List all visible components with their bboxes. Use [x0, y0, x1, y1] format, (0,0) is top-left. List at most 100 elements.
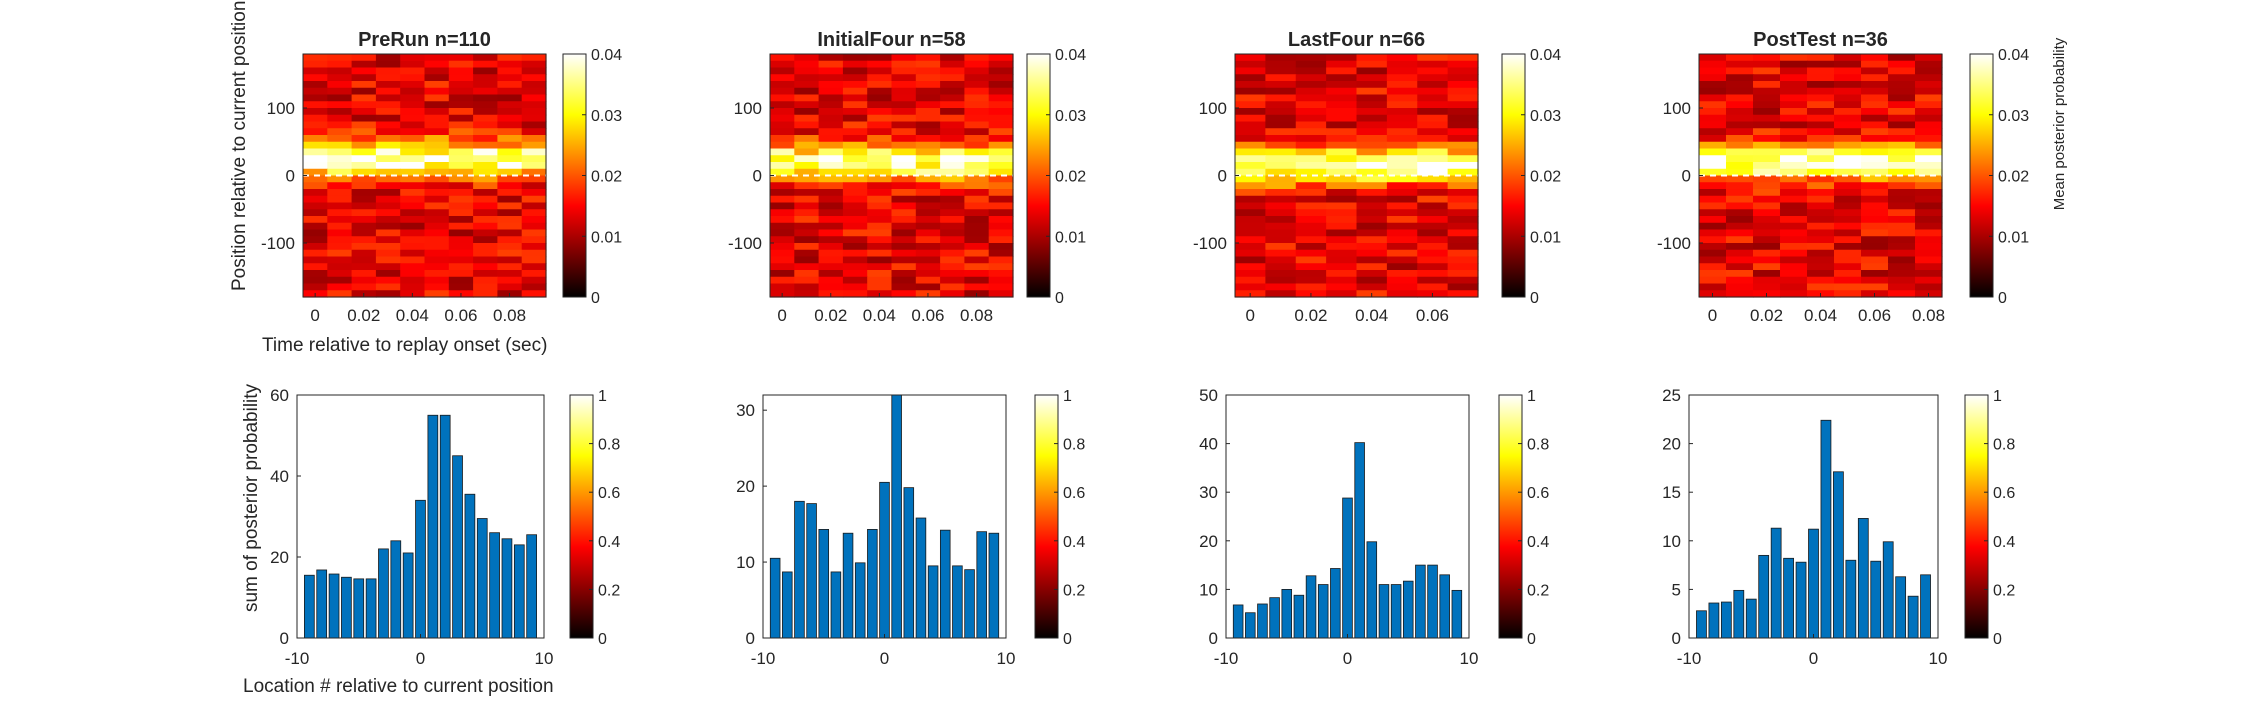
heatmap-cell — [1726, 135, 1754, 143]
heatmap-cell — [867, 114, 893, 123]
heatmap-cell — [1861, 209, 1889, 217]
histogram-bar — [489, 532, 500, 639]
heatmap-cell — [1235, 162, 1266, 170]
top-row-ylabel: Position relative to current position (d… — [229, 0, 250, 291]
heatmap-cell — [1295, 155, 1327, 163]
heatmap-cell — [842, 283, 868, 291]
heatmap-cell — [818, 54, 844, 62]
heatmap-cell — [473, 54, 498, 62]
heatmap-cell — [915, 209, 941, 217]
heatmap-cell — [1834, 229, 1862, 237]
colorbar-tick-label: 1 — [1063, 388, 1072, 405]
heatmap-cell — [867, 216, 893, 224]
heatmap-cell — [1780, 195, 1808, 204]
heatmap-cell — [1295, 128, 1327, 136]
heatmap-cell — [1235, 263, 1266, 271]
heatmap-cell — [964, 81, 990, 89]
heatmap-cell — [1861, 67, 1889, 75]
heatmap-cell — [424, 243, 450, 251]
histogram-bar — [903, 487, 915, 639]
heatmap-cell — [1888, 121, 1916, 129]
heatmap-cell — [400, 74, 426, 82]
heatmap-cell — [867, 270, 893, 278]
heatmap-cell — [1386, 60, 1418, 69]
heatmap-cell — [1807, 60, 1835, 69]
heatmap-cell — [1753, 270, 1781, 278]
heatmap-cell — [1356, 256, 1388, 264]
heatmap-cell — [1326, 168, 1358, 177]
heatmap-cell — [351, 283, 377, 291]
heatmap-cell — [473, 135, 498, 143]
histogram-bar — [328, 573, 340, 639]
heatmap-cell — [1834, 175, 1862, 183]
heatmap-cell — [303, 148, 328, 156]
heatmap-cell — [988, 81, 1014, 89]
histogram-bar — [476, 518, 488, 639]
heatmap-cell — [842, 128, 868, 136]
heatmap-cell — [400, 195, 426, 204]
heatmap-cell — [1726, 74, 1754, 82]
heatmap-cell — [1326, 249, 1358, 258]
heatmap-cell — [794, 168, 820, 177]
heatmap-cell — [818, 94, 844, 102]
heatmap-cell — [940, 148, 965, 156]
heatmap-cell — [1726, 202, 1754, 210]
colorbar-label: Mean posterior probability — [2051, 37, 2068, 210]
heatmap-cell — [1726, 101, 1754, 109]
heatmap-cell — [1447, 243, 1479, 251]
heatmap-cell — [375, 283, 401, 291]
heatmap-cell — [521, 270, 547, 278]
heatmap-cell — [473, 87, 498, 96]
heatmap-cell — [1356, 94, 1388, 102]
heatmap-cell — [521, 67, 547, 75]
heatmap-cell — [1447, 141, 1479, 150]
heatmap-cell — [940, 101, 965, 109]
heatmap-cell — [1834, 54, 1862, 62]
heatmap-cell — [1888, 168, 1916, 177]
heatmap-cell — [988, 229, 1014, 237]
y-tick-label: 5 — [1672, 580, 1681, 599]
heatmap-cell — [842, 195, 868, 204]
heatmap-cell — [1699, 249, 1727, 258]
heatmap-cell — [1447, 202, 1479, 210]
heatmap-cell — [891, 148, 917, 156]
heatmap-cell — [497, 202, 523, 210]
heatmap-cell — [1235, 60, 1266, 69]
heatmap-cell — [1753, 101, 1781, 109]
colorbar-tick-label: 0.4 — [1063, 534, 1085, 551]
heatmap-cell — [940, 162, 965, 170]
heatmap-cell — [351, 209, 377, 217]
heatmap-cell — [891, 54, 917, 62]
heatmap-cell — [1807, 270, 1835, 278]
heatmap-cell — [1915, 162, 1943, 170]
heatmap-cell — [448, 243, 474, 251]
heatmap-cell — [818, 74, 844, 82]
heatmap-cell — [448, 189, 474, 197]
heatmap-cell — [473, 128, 498, 136]
colorbar: 00.010.020.030.04 — [1026, 47, 1086, 307]
heatmap-cell — [1386, 263, 1418, 271]
x-tick-label: 0 — [416, 649, 425, 668]
heatmap-cell — [842, 148, 868, 156]
heatmap-cell — [988, 236, 1014, 244]
heatmap-cell — [770, 182, 795, 190]
heatmap-cell — [964, 243, 990, 251]
heatmap-cell — [400, 283, 426, 291]
heatmap-cell — [351, 195, 377, 204]
x-tick-label: 0.04 — [1804, 306, 1837, 325]
heatmap-cell — [375, 276, 401, 285]
heatmap-cell — [1417, 168, 1449, 177]
heatmap-cell — [375, 189, 401, 197]
heatmap-cell — [1753, 276, 1781, 285]
heatmap-cell — [473, 81, 498, 89]
heatmap-cell — [770, 189, 795, 197]
heatmap-cell — [1834, 101, 1862, 109]
heatmap-cell — [1699, 263, 1727, 271]
heatmap-cell — [351, 168, 377, 177]
heatmap-cell — [1915, 81, 1943, 89]
heatmap-cell — [867, 74, 893, 82]
heatmap-cell — [915, 249, 941, 258]
heatmap-cell — [915, 162, 941, 170]
heatmap-cell — [1356, 195, 1388, 204]
heatmap-cell — [1861, 243, 1889, 251]
